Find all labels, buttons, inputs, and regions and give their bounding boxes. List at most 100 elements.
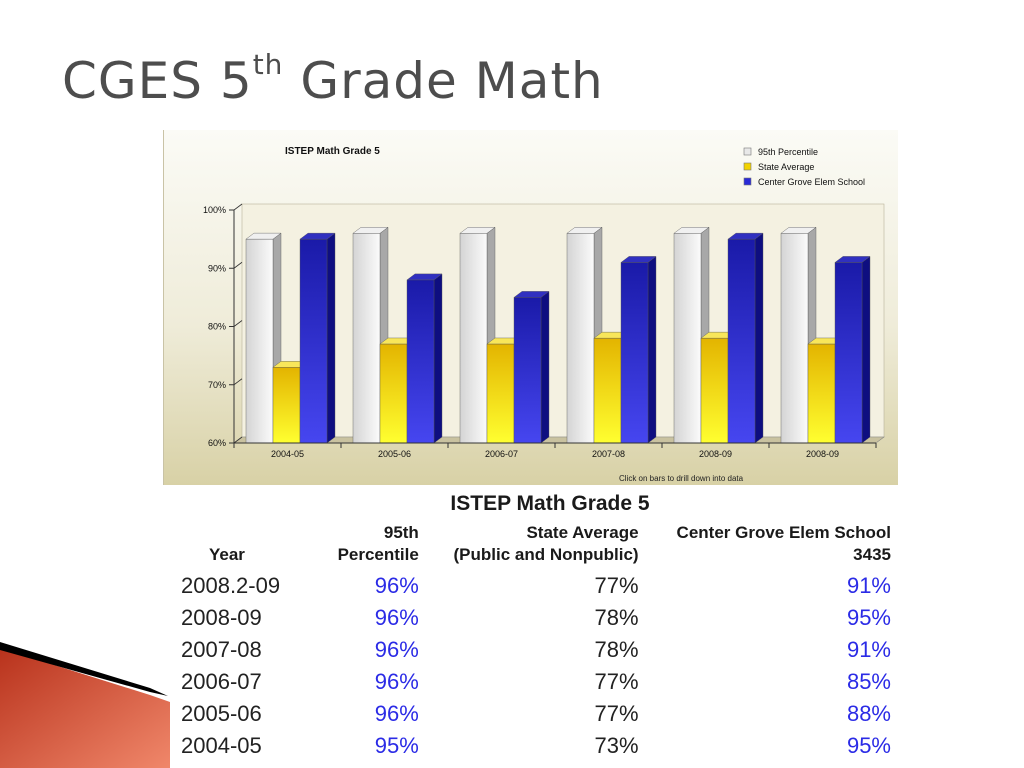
cell-center-grove: 95% [846,605,891,630]
chart-panel: ISTEP Math Grade 5 95th Percentile State… [163,130,898,485]
cell-center-grove: 91% [846,573,891,598]
header-cg-line1: Center Grove Elem School [676,523,891,542]
bar-front [620,262,649,444]
cell-year: 2004-05 [181,733,262,758]
bar-chart: ISTEP Math Grade 5 95th Percentile State… [203,146,885,483]
bar-top [834,256,871,263]
legend-swatch-95th-percentile [743,147,752,156]
cell-state: 78% [594,637,639,662]
legend-label-95th-percentile: 95th Percentile [758,147,818,157]
table-row: 2005-06 96% 77% 88% [175,698,895,730]
y-tick-depth [233,261,243,269]
legend-swatch-state-average [743,162,752,171]
bar-front [272,367,301,444]
legend-swatch-center-grove [743,177,752,186]
cell-state: 77% [594,701,639,726]
bar-center-grove-4[interactable] [727,232,764,444]
cell-state: 77% [594,669,639,694]
bar-top [513,291,550,298]
slide-title-main: CGES 5 [62,52,253,110]
bar-top [352,227,389,234]
data-table-section: ISTEP Math Grade 5 Year 95th Percentile S… [175,492,895,762]
slide-title-superscript: th [252,48,284,82]
bar-front [486,343,515,444]
header-year-label: Year [209,545,245,564]
bar-top [459,227,496,234]
bar-front [406,279,435,444]
cell-center-grove: 95% [846,733,891,758]
cell-center-grove: 85% [846,669,891,694]
bar-side [647,256,657,444]
legend-label-state-average: State Average [758,162,814,172]
table-row: 2004-05 95% 73% 95% [175,730,895,762]
y-tick-depth [233,436,243,444]
header-state-average: State Average (Public and Nonpublic) [423,522,643,570]
y-tick-depth [233,378,243,386]
bar-front [459,233,488,444]
y-tick-label: 70% [208,380,226,390]
bar-top [299,232,336,240]
header-year: Year [175,522,309,570]
y-tick-label: 80% [208,322,226,332]
bar-front [780,233,809,444]
cell-95th: 96% [374,669,419,694]
chart-title: ISTEP Math Grade 5 [285,146,380,157]
bar-center-grove-1[interactable] [406,273,443,444]
cell-state: 73% [594,733,639,758]
bar-top [727,232,764,240]
table-row: 2008-09 96% 78% 95% [175,602,895,634]
bars [245,226,871,444]
header-95th-line1: 95th [383,523,419,542]
cell-95th: 96% [374,701,419,726]
y-axis: 60% 70% 80% 90% 100% [203,203,243,448]
y-tick-depth [233,320,243,327]
bar-center-grove-2[interactable] [513,290,550,444]
cell-95th: 96% [374,605,419,630]
bar-front [593,337,622,444]
bar-side [754,232,764,444]
bar-top [245,232,282,240]
cell-state: 77% [594,573,639,598]
decorative-swoosh [0,642,170,768]
cell-95th: 96% [374,573,419,598]
bar-front [513,297,542,444]
bar-front [700,337,729,444]
x-tick-label: 2008-09 [806,449,839,459]
header-95th-percentile: 95th Percentile [309,522,423,570]
cell-year: 2008-09 [181,605,262,630]
bar-side [326,232,336,444]
header-state-line1: State Average [526,523,639,542]
bar-side [540,290,550,444]
bar-center-grove-3[interactable] [620,256,657,444]
y-tick-label: 90% [208,263,226,273]
cell-year: 2007-08 [181,637,262,662]
header-cg-line2: 3435 [853,545,891,564]
x-tick-label: 2006-07 [485,449,518,459]
bar-center-grove-0[interactable] [299,232,336,444]
table-title: ISTEP Math Grade 5 [450,492,650,515]
x-tick-label: 2005-06 [378,449,411,459]
legend-label-center-grove: Center Grove Elem School [758,177,865,187]
x-tick-label: 2007-08 [592,449,625,459]
bar-top [620,256,657,263]
bar-front [299,238,328,444]
cell-year: 2008.2-09 [181,573,281,598]
header-center-grove: Center Grove Elem School 3435 [643,522,895,570]
bar-front [673,233,702,444]
slide-title: CGES 5th Grade Math [62,48,604,110]
cell-year: 2006-07 [181,669,262,694]
bar-front [245,238,274,444]
bar-top [780,227,817,234]
table-row: 2006-07 96% 77% 85% [175,666,895,698]
bar-center-grove-5[interactable] [834,256,871,444]
y-tick-depth [233,203,243,211]
x-tick-label: 2008-09 [699,449,732,459]
table-row: 2007-08 96% 78% 91% [175,634,895,666]
bar-front [566,233,595,444]
bar-side [861,256,871,444]
bar-front [834,262,863,444]
bar-side [433,273,443,444]
cell-center-grove: 91% [846,637,891,662]
bar-front [807,343,836,444]
y-tick-label: 60% [208,438,226,448]
